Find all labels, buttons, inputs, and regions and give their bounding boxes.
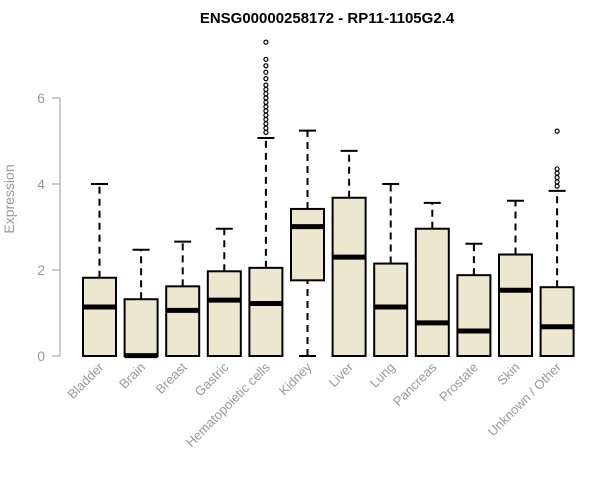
outlier-point xyxy=(263,63,269,69)
outlier-point xyxy=(263,129,269,135)
chart-title: ENSG00000258172 - RP11-1105G2.4 xyxy=(200,10,455,27)
y-axis-label: Expression xyxy=(1,164,17,233)
outlier-point xyxy=(263,82,269,88)
box-unknown-other xyxy=(539,128,575,358)
x-tick-label: Bladder xyxy=(64,359,107,402)
outlier-point xyxy=(263,95,269,101)
box-rect xyxy=(539,286,575,358)
outlier-point xyxy=(554,166,560,172)
x-tick-label: Lung xyxy=(367,360,398,391)
outlier-point xyxy=(263,56,269,62)
outlier-point xyxy=(554,170,560,176)
box-pancreas xyxy=(414,201,450,357)
outlier-point xyxy=(263,76,269,82)
box-bladder xyxy=(82,183,117,357)
x-tick-label: Liver xyxy=(326,359,357,390)
boxes-layer xyxy=(82,39,575,359)
box-rect xyxy=(414,227,450,357)
box-breast xyxy=(165,240,201,357)
outlier-point xyxy=(263,99,269,105)
box-liver xyxy=(331,149,367,357)
x-tick-label: Unknown / Other xyxy=(485,359,565,439)
outlier-point xyxy=(554,183,560,189)
x-tick-label: Gastric xyxy=(192,359,232,399)
x-tick-label: Kidney xyxy=(276,359,315,398)
box-rect xyxy=(82,276,117,357)
outlier-point xyxy=(263,116,269,123)
outlier-point xyxy=(263,91,269,97)
y-tick-label: 0 xyxy=(37,348,45,364)
outlier-point xyxy=(554,179,560,185)
outlier-point xyxy=(263,69,269,75)
outlier-point xyxy=(263,39,269,45)
box-rect xyxy=(248,266,284,358)
outlier-point xyxy=(263,112,269,118)
y-axis: 0 2 4 6 xyxy=(37,90,61,364)
outlier-point xyxy=(263,108,269,114)
box-rect xyxy=(331,196,367,357)
box-rect xyxy=(290,207,325,282)
box-rect xyxy=(123,298,159,357)
x-tick-label: Pancreas xyxy=(390,359,440,409)
outlier-point xyxy=(554,128,560,134)
y-tick-label: 6 xyxy=(37,90,45,106)
y-tick-label: 2 xyxy=(37,262,45,278)
box-rect xyxy=(165,285,201,357)
y-tick-label: 4 xyxy=(37,176,45,192)
box-prostate xyxy=(456,242,492,357)
box-rect xyxy=(498,253,533,358)
x-tick-label: Brain xyxy=(116,360,148,392)
box-gastric xyxy=(206,227,242,358)
outlier-point xyxy=(263,103,269,110)
box-rect xyxy=(206,270,242,358)
outlier-point xyxy=(263,86,269,93)
box-rect xyxy=(373,262,409,357)
outlier-point xyxy=(554,174,560,181)
box-hematopoietic-cells xyxy=(248,39,284,358)
box-lung xyxy=(373,183,409,357)
x-tick-label: Breast xyxy=(153,359,190,396)
box-brain xyxy=(123,248,159,359)
box-rect xyxy=(456,274,492,357)
box-skin xyxy=(498,199,533,358)
outlier-point xyxy=(263,121,269,127)
x-tick-label: Skin xyxy=(494,360,522,388)
box-kidney xyxy=(290,129,325,357)
x-tick-label: Prostate xyxy=(436,360,481,405)
outlier-point xyxy=(263,125,269,131)
